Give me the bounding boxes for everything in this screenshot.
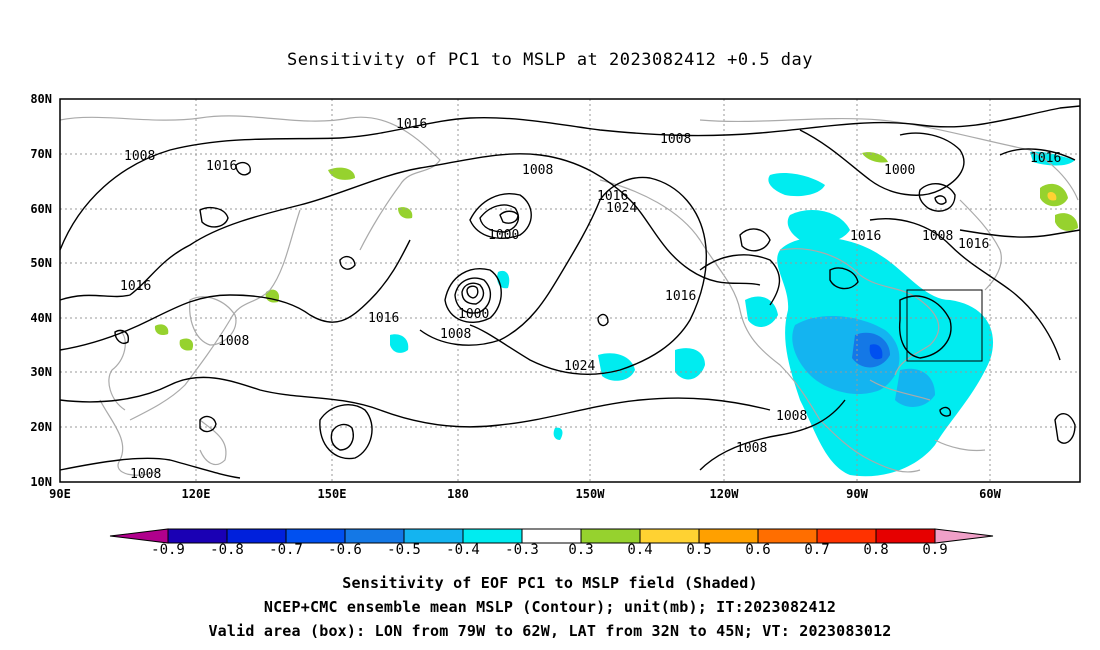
colorbar-label: 0.7 (804, 542, 830, 558)
colorbar-swatch (580, 528, 641, 544)
contour-label: 1016 (958, 237, 989, 252)
colorbar-swatch (757, 528, 818, 544)
colorbar-swatch (109, 528, 169, 544)
lat-label-50n: 50N (30, 256, 52, 270)
contour-label: 1016 (396, 117, 427, 132)
lon-label-120e: 120E (181, 487, 211, 501)
contour-label: 1008 (218, 334, 249, 349)
colorbar-label: 0.6 (745, 542, 771, 558)
colorbar-label: -0.3 (505, 542, 539, 558)
contour-label: 1008 (124, 149, 155, 164)
caption-line-2: NCEP+CMC ensemble mean MSLP (Contour); u… (263, 598, 837, 616)
sensitivity-shading (154, 151, 1078, 477)
contour-label: 1016 (120, 279, 151, 294)
contour-label: 1000 (488, 228, 519, 243)
colorbar-label: 0.9 (922, 542, 948, 558)
contour-label: 1000 (884, 163, 915, 178)
lat-label-60n: 60N (30, 202, 52, 216)
colorbar-label: 0.8 (863, 542, 889, 558)
colorbar-swatch (344, 528, 405, 544)
lat-label-10n: 10N (30, 475, 52, 489)
contour-label: 1016 (368, 311, 399, 326)
graticule (60, 99, 1080, 482)
caption-line-1: Sensitivity of EOF PC1 to MSLP field (Sh… (342, 574, 758, 592)
contour-label: 1016 (850, 229, 881, 244)
colorbar (109, 528, 994, 544)
mslp-contours (59, 105, 1081, 479)
colorbar-label: 0.4 (627, 542, 653, 558)
lon-label-60w: 60W (979, 487, 1001, 501)
colorbar-label: 0.3 (568, 542, 594, 558)
colorbar-label: -0.4 (446, 542, 480, 558)
contour-label: 1000 (458, 307, 489, 322)
colorbar-label: -0.9 (151, 542, 185, 558)
colorbar-label: -0.8 (210, 542, 244, 558)
map-frame (59, 98, 1081, 483)
colorbar-swatch (226, 528, 287, 544)
lon-label-90e: 90E (49, 487, 71, 501)
lat-label-40n: 40N (30, 311, 52, 325)
caption-line-3: Valid area (box): LON from 79W to 62W, L… (208, 622, 892, 640)
valid-area-box (906, 289, 983, 362)
contour-label: 1016 (665, 289, 696, 304)
contour-label: 1024 (606, 201, 637, 216)
lon-label-90w: 90W (846, 487, 868, 501)
colorbar-swatch (521, 528, 582, 544)
colorbar-swatch (167, 528, 228, 544)
colorbar-swatch (875, 528, 936, 544)
colorbar-label: -0.5 (387, 542, 421, 558)
colorbar-label: -0.6 (328, 542, 362, 558)
contour-labels: 1016 1008 1016 1008 1000 1016 1024 1008 … (120, 117, 1061, 482)
lon-label-180: 180 (447, 487, 469, 501)
colorbar-swatch (698, 528, 759, 544)
contour-label: 1016 (1030, 151, 1061, 166)
contour-label: 1008 (776, 409, 807, 424)
contour-label: 1008 (440, 327, 471, 342)
lon-label-150e: 150E (317, 487, 347, 501)
lat-label-20n: 20N (30, 420, 52, 434)
contour-label: 1016 (597, 189, 628, 204)
colorbar-swatch (639, 528, 700, 544)
contour-label: 1008 (130, 467, 161, 482)
colorbar-swatch (403, 528, 464, 544)
lat-label-80n: 80N (30, 92, 52, 106)
contour-label: 1016 (206, 159, 237, 174)
lat-label-70n: 70N (30, 147, 52, 161)
lon-label-150w: 150W (575, 487, 605, 501)
colorbar-swatch (462, 528, 523, 544)
colorbar-label: 0.5 (686, 542, 712, 558)
coastlines (59, 115, 1079, 476)
contour-label: 1008 (660, 132, 691, 147)
lon-label-120w: 120W (709, 487, 739, 501)
map-title: Sensitivity of PC1 to MSLP at 2023082412… (286, 50, 813, 70)
contour-label: 1008 (736, 441, 767, 456)
contour-label: 1008 (522, 163, 553, 178)
contour-label: 1008 (922, 229, 953, 244)
colorbar-label: -0.7 (269, 542, 303, 558)
colorbar-swatch (934, 528, 994, 544)
lat-label-30n: 30N (30, 365, 52, 379)
colorbar-swatch (816, 528, 877, 544)
colorbar-swatch (285, 528, 346, 544)
contour-label: 1024 (564, 359, 595, 374)
